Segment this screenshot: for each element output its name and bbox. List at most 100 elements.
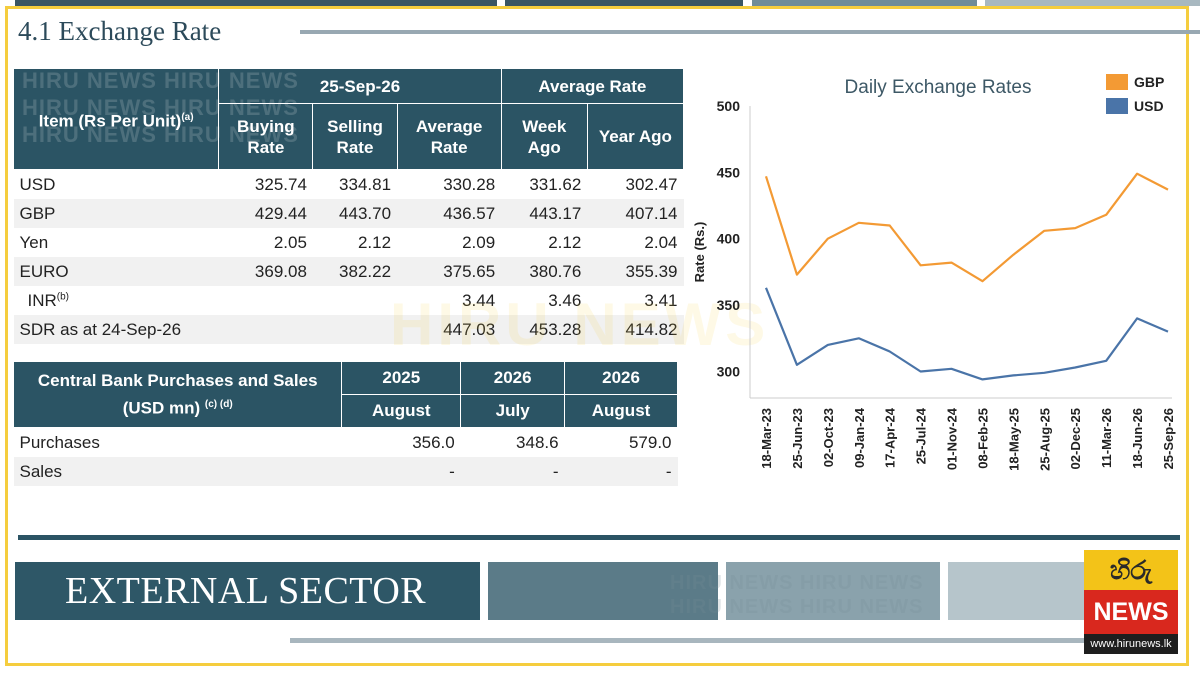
rate-item: Yen <box>19 232 49 252</box>
logo-url: www.hirunews.lk <box>1084 634 1178 654</box>
rate-buying: 369.08 <box>218 257 313 286</box>
rate-average: 330.28 <box>443 174 496 194</box>
cb-row: Sales - - - <box>13 457 678 486</box>
rate-selling <box>313 286 397 315</box>
cb-col-month-2: July <box>460 394 566 428</box>
rate-row: EURO 369.08 382.22 375.65 380.76 355.39 <box>13 257 684 286</box>
cb-col-year-1: 2025 <box>341 361 462 395</box>
y-tick-label: 500 <box>717 98 741 114</box>
daily-exchange-rates-chart: Daily Exchange Rates Rate (Rs.) 300 350 400 4… <box>686 66 1194 486</box>
cb-value: 579.0 <box>628 432 672 452</box>
rate-year: 2.04 <box>644 232 678 252</box>
rate-year: 355.39 <box>587 257 684 286</box>
title-rule <box>300 30 1200 34</box>
rate-week: 380.76 <box>501 257 588 286</box>
x-tick-label: 18-Mar-23 <box>759 408 774 469</box>
hiru-news-logo: හිරු NEWS www.hirunews.lk <box>1084 550 1178 654</box>
rate-average: 3.44 <box>462 290 496 310</box>
x-tick-label: 25-Jul-24 <box>914 407 929 464</box>
watermark-center: HIRU NEWS <box>390 291 770 358</box>
series-line-usd <box>764 287 1169 381</box>
col-buying-rate: Buying Rate <box>218 103 314 170</box>
x-tick-label: 25-Jun-23 <box>790 408 805 469</box>
chart-title: Daily Exchange Rates <box>845 77 1032 98</box>
rate-buying: 429.44 <box>218 199 313 228</box>
rate-row: GBP 429.44 443.70 436.57 443.17 407.14 <box>13 199 684 228</box>
rate-week: 331.62 <box>529 174 582 194</box>
rate-item: INR(b) <box>27 290 70 310</box>
legend-label-usd: USD <box>1134 98 1164 114</box>
header-average-rate: Average Rate <box>500 67 685 105</box>
cb-col-month-3: August <box>564 394 678 428</box>
cb-purchases-table: Central Bank Purchases and Sales (USD mn… <box>12 361 678 486</box>
rate-item: SDR as at 24-Sep-26 <box>13 315 219 344</box>
rate-selling: 334.81 <box>339 174 392 194</box>
rate-year: 3.41 <box>644 290 678 310</box>
chart-svg: Daily Exchange Rates Rate (Rs.) 300 350 400 4… <box>692 74 1176 471</box>
cb-value: 348.6 <box>516 432 559 452</box>
rate-buying <box>218 315 313 344</box>
header-date: 25-Sep-26 <box>218 67 502 105</box>
x-tick-label: 17-Apr-24 <box>883 407 898 468</box>
rate-average: 447.03 <box>397 315 502 344</box>
rate-buying: 325.74 <box>254 174 307 194</box>
cb-label: Sales <box>13 457 342 486</box>
rate-item: GBP <box>13 199 219 228</box>
rate-selling <box>312 315 398 344</box>
rate-week: 443.17 <box>501 199 588 228</box>
x-tick-label: 02-Dec-25 <box>1068 408 1083 469</box>
banner-block-3 <box>726 562 940 620</box>
cb-value: 356.0 <box>412 432 455 452</box>
rate-week: 2.12 <box>548 232 582 252</box>
x-tick-label: 08-Feb-25 <box>975 408 990 469</box>
section-title: 4.1 Exchange Rate <box>18 16 222 46</box>
rate-buying: 2.05 <box>273 232 307 252</box>
cb-value: - <box>460 457 565 486</box>
rate-row: Yen 2.05 2.12 2.09 2.12 2.04 <box>14 228 684 257</box>
header-item: Item (Rs Per Unit)(a) <box>12 68 220 170</box>
banner-block-4 <box>948 562 1088 620</box>
cb-col-year-3: 2026 <box>564 361 678 395</box>
banner-block-2 <box>488 562 718 620</box>
x-tick-label: 01-Nov-24 <box>945 407 960 470</box>
cb-value: - <box>564 457 678 486</box>
logo-news: NEWS <box>1084 590 1178 634</box>
rate-year: 302.47 <box>625 174 678 194</box>
rate-year: 414.82 <box>587 315 684 344</box>
rate-week: 453.28 <box>501 315 588 344</box>
rate-row: USD 325.74 334.81 330.28 331.62 302.47 <box>14 170 684 200</box>
top-bar-2 <box>505 0 743 6</box>
exchange-rate-table: Item (Rs Per Unit)(a) 25-Sep-26 Average … <box>12 67 685 344</box>
rate-average: 2.09 <box>462 232 496 252</box>
col-selling-rate: Selling Rate <box>312 103 398 170</box>
cb-col-year-2: 2026 <box>460 361 566 395</box>
cb-row: Purchases 356.0 348.6 579.0 <box>14 428 678 458</box>
rate-average: 436.57 <box>397 199 502 228</box>
rate-selling: 2.12 <box>357 232 392 252</box>
rate-selling: 382.22 <box>312 257 398 286</box>
cb-label: Purchases <box>19 432 100 452</box>
col-week-ago: Week Ago <box>500 103 588 170</box>
top-bar-3 <box>752 0 977 6</box>
legend-swatch-usd <box>1106 98 1128 114</box>
bottom-rule <box>290 638 1100 643</box>
x-tick-label: 09-Jan-24 <box>852 407 867 468</box>
x-tick-label: 18-Jun-26 <box>1130 408 1145 469</box>
y-tick-label: 400 <box>717 231 741 247</box>
external-sector-banner: EXTERNAL SECTOR <box>15 562 480 620</box>
rate-selling: 443.70 <box>312 199 398 228</box>
rate-row: SDR as at 24-Sep-26 447.03 453.28 414.82 <box>13 315 684 344</box>
rate-item: USD <box>19 174 56 194</box>
rate-year: 407.14 <box>587 199 684 228</box>
legend-label-gbp: GBP <box>1134 74 1164 90</box>
col-year-ago: Year Ago <box>586 103 685 170</box>
legend-swatch-gbp <box>1106 74 1128 90</box>
y-tick-label: 300 <box>717 363 741 379</box>
cb-col-month-1: August <box>341 394 462 428</box>
top-decor-bars <box>0 0 1200 10</box>
x-tick-label: 25-Sep-26 <box>1161 408 1176 469</box>
y-tick-label: 450 <box>717 164 741 180</box>
rate-item: EURO <box>13 257 219 286</box>
y-axis-label: Rate (Rs.) <box>692 222 707 283</box>
x-tick-label: 11-Mar-26 <box>1099 408 1114 468</box>
